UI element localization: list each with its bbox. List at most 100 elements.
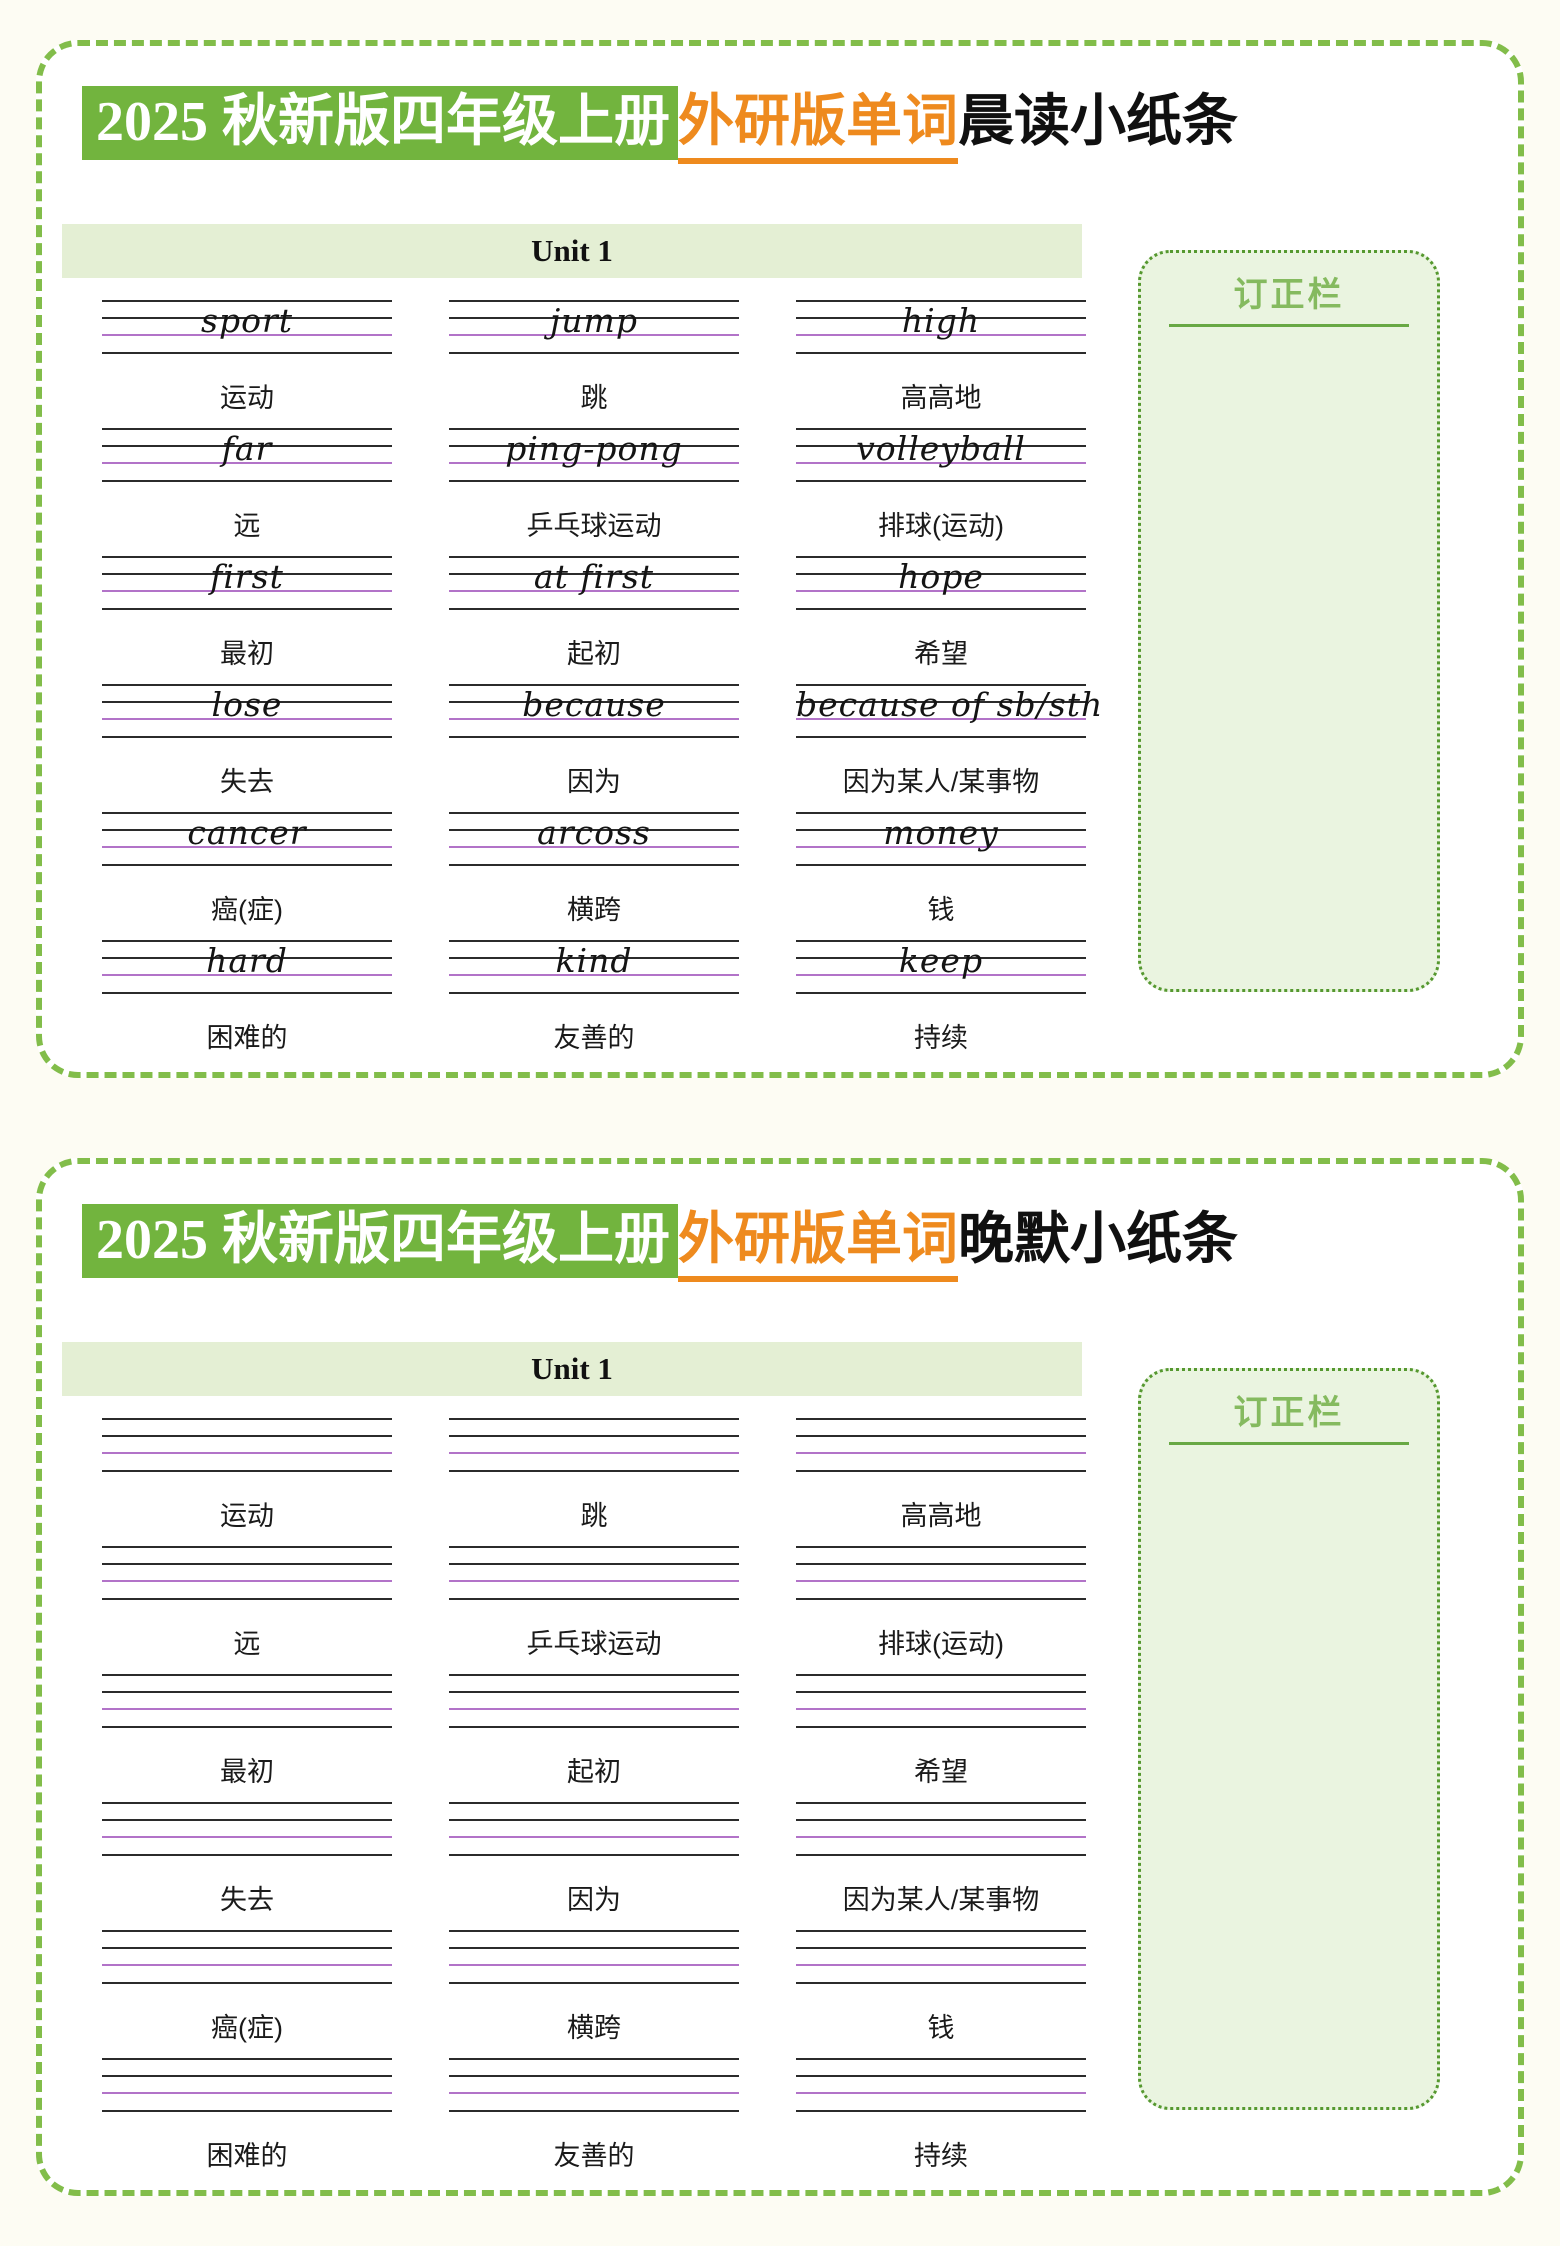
chinese-meaning: 乒乓球运动 bbox=[526, 511, 662, 541]
title-suffix: 晚默小纸条 bbox=[958, 1209, 1238, 1271]
word-cell: 远 bbox=[102, 1546, 392, 1674]
word-cell: 友善的 bbox=[449, 2058, 739, 2186]
chinese-meaning: 持续 bbox=[914, 1023, 968, 1053]
word-cell: 失去 bbox=[102, 1802, 392, 1930]
word-cell: hard 困难的 bbox=[102, 940, 392, 1068]
chinese-meaning: 高高地 bbox=[900, 383, 982, 413]
title-highlight: 2025 秋新版四年级上册 bbox=[82, 86, 678, 160]
english-word: because of sb/sth bbox=[796, 685, 1104, 724]
word-cell: at first 起初 bbox=[449, 556, 739, 684]
title-suffix: 晨读小纸条 bbox=[958, 91, 1238, 153]
handwriting-guide-lines bbox=[796, 1802, 1086, 1856]
chinese-meaning: 最初 bbox=[220, 639, 274, 669]
word-cell: money 钱 bbox=[796, 812, 1086, 940]
correction-title: 订正栏 bbox=[1233, 276, 1345, 314]
chinese-meaning: 失去 bbox=[220, 767, 274, 797]
handwriting-guide-lines bbox=[102, 1930, 392, 1984]
chinese-meaning: 困难的 bbox=[206, 1023, 288, 1053]
handwriting-guide-lines bbox=[102, 1802, 392, 1856]
handwriting-guide-lines: because bbox=[449, 684, 739, 738]
english-word: money bbox=[883, 813, 999, 852]
english-word: because bbox=[522, 685, 666, 724]
english-word: ping-pong bbox=[505, 429, 683, 468]
handwriting-guide-lines bbox=[449, 2058, 739, 2112]
word-cell: ping-pong 乒乓球运动 bbox=[449, 428, 739, 556]
chinese-meaning: 排球(运动) bbox=[878, 1629, 1004, 1659]
chinese-meaning: 远 bbox=[233, 1629, 261, 1659]
chinese-meaning: 因为某人/某事物 bbox=[842, 1885, 1040, 1915]
chinese-meaning: 起初 bbox=[567, 639, 621, 669]
word-grid: sport 运动 jump 跳 high 高高地 far 远 ping-pong 乒乓球运动 vol… bbox=[102, 300, 1104, 1068]
chinese-meaning: 排球(运动) bbox=[878, 511, 1004, 541]
handwriting-guide-lines bbox=[102, 1546, 392, 1600]
chinese-meaning: 横跨 bbox=[567, 895, 621, 925]
word-cell: 持续 bbox=[796, 2058, 1086, 2186]
unit-header: Unit 1 bbox=[62, 224, 1082, 278]
handwriting-guide-lines bbox=[796, 1674, 1086, 1728]
handwriting-guide-lines: cancer bbox=[102, 812, 392, 866]
word-cell: volleyball 排球(运动) bbox=[796, 428, 1086, 556]
word-cell: sport 运动 bbox=[102, 300, 392, 428]
english-word: far bbox=[221, 429, 273, 468]
unit-header: Unit 1 bbox=[62, 1342, 1082, 1396]
word-cell: kind 友善的 bbox=[449, 940, 739, 1068]
english-word: high bbox=[901, 301, 981, 340]
unit-label: Unit 1 bbox=[531, 233, 613, 268]
word-cell: cancer 癌(症) bbox=[102, 812, 392, 940]
correction-box: 订正栏 bbox=[1138, 250, 1440, 992]
english-word: at first bbox=[533, 557, 655, 596]
word-cell: jump 跳 bbox=[449, 300, 739, 428]
word-cell: 横跨 bbox=[449, 1930, 739, 2058]
english-word: hope bbox=[898, 557, 984, 596]
handwriting-guide-lines: ping-pong bbox=[449, 428, 739, 482]
english-word: hard bbox=[206, 941, 288, 980]
page-title: 2025 秋新版四年级上册 外研版单词晚默小纸条 bbox=[82, 1204, 1238, 1282]
handwriting-guide-lines: hope bbox=[796, 556, 1086, 610]
morning-reading-panel: 2025 秋新版四年级上册 外研版单词晨读小纸条 Unit 1 sport 运动 ju… bbox=[36, 40, 1524, 1078]
handwriting-guide-lines bbox=[102, 1674, 392, 1728]
word-cell: first 最初 bbox=[102, 556, 392, 684]
handwriting-guide-lines: arcoss bbox=[449, 812, 739, 866]
chinese-meaning: 跳 bbox=[580, 1501, 608, 1531]
handwriting-guide-lines bbox=[449, 1930, 739, 1984]
chinese-meaning: 高高地 bbox=[900, 1501, 982, 1531]
word-cell: 起初 bbox=[449, 1674, 739, 1802]
word-cell: 运动 bbox=[102, 1418, 392, 1546]
handwriting-guide-lines: at first bbox=[449, 556, 739, 610]
chinese-meaning: 钱 bbox=[927, 895, 955, 925]
handwriting-guide-lines: hard bbox=[102, 940, 392, 994]
handwriting-guide-lines bbox=[449, 1546, 739, 1600]
word-cell: 高高地 bbox=[796, 1418, 1086, 1546]
word-grid: 运动 跳 高高地远 乒乓球运动 排球(运动) 最初 起初 希望 失去 因为 因为某人/某事物 癌(症)… bbox=[102, 1418, 1086, 2186]
word-cell: 钱 bbox=[796, 1930, 1086, 2058]
unit-label: Unit 1 bbox=[531, 1351, 613, 1386]
correction-box: 订正栏 bbox=[1138, 1368, 1440, 2110]
correction-title: 订正栏 bbox=[1233, 1394, 1345, 1432]
chinese-meaning: 乒乓球运动 bbox=[526, 1629, 662, 1659]
handwriting-guide-lines bbox=[796, 1418, 1086, 1472]
word-cell: 跳 bbox=[449, 1418, 739, 1546]
handwriting-guide-lines bbox=[796, 2058, 1086, 2112]
handwriting-guide-lines: high bbox=[796, 300, 1086, 354]
handwriting-guide-lines: because of sb/sth bbox=[796, 684, 1104, 738]
chinese-meaning: 困难的 bbox=[206, 2141, 288, 2171]
word-cell: 因为 bbox=[449, 1802, 739, 1930]
chinese-meaning: 最初 bbox=[220, 1757, 274, 1787]
english-word: cancer bbox=[187, 813, 307, 852]
chinese-meaning: 希望 bbox=[914, 1757, 968, 1787]
handwriting-guide-lines: volleyball bbox=[796, 428, 1086, 482]
word-cell: far 远 bbox=[102, 428, 392, 556]
chinese-meaning: 失去 bbox=[220, 1885, 274, 1915]
title-orange-underlined: 外研版单词 bbox=[678, 86, 958, 164]
word-cell: high 高高地 bbox=[796, 300, 1086, 428]
handwriting-guide-lines: jump bbox=[449, 300, 739, 354]
correction-divider bbox=[1169, 324, 1409, 327]
english-word: volleyball bbox=[856, 429, 1026, 468]
chinese-meaning: 起初 bbox=[567, 1757, 621, 1787]
chinese-meaning: 跳 bbox=[580, 383, 608, 413]
word-cell: because of sb/sth 因为某人/某事物 bbox=[796, 684, 1104, 812]
english-word: first bbox=[210, 557, 284, 596]
handwriting-guide-lines: first bbox=[102, 556, 392, 610]
chinese-meaning: 运动 bbox=[220, 1501, 274, 1531]
english-word: sport bbox=[201, 301, 293, 340]
